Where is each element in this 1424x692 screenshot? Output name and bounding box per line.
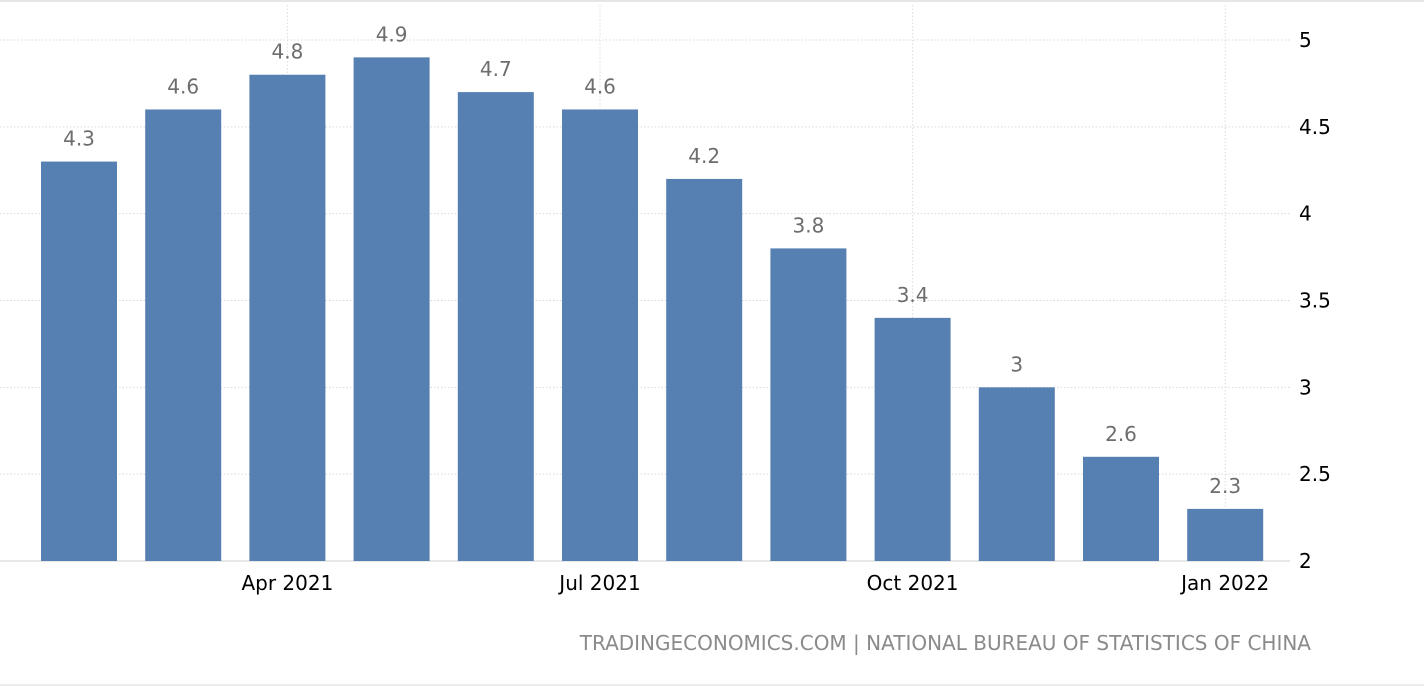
y-tick-label: 5 (1299, 28, 1312, 52)
y-tick-label: 4 (1299, 202, 1312, 226)
bar-value-label: 4.7 (480, 57, 512, 81)
bar-value-label: 3 (1010, 352, 1023, 376)
bar (666, 178, 743, 561)
x-axis-ticks: Apr 2021 Jul 2021 Oct 2021 Jan 2022 (241, 571, 1269, 595)
bar (145, 109, 222, 561)
y-tick-label: 2.5 (1299, 462, 1331, 486)
bar-value-labels: 4.3 4.6 4.8 4.9 4.7 4.6 4.2 3.8 3.4 3 2.6 2.3 (63, 22, 1241, 498)
bar (353, 57, 430, 561)
y-axis-ticks: 2 2.5 3 3.5 4 4.5 5 (1299, 28, 1331, 573)
bar-value-label: 4.2 (688, 144, 720, 168)
bar (1083, 456, 1159, 561)
x-tick-label: Apr 2021 (241, 571, 333, 595)
bottom-border (0, 684, 1424, 686)
bar-value-label: 2.6 (1105, 422, 1137, 446)
bar (874, 317, 951, 561)
bars (41, 57, 1264, 562)
x-tick-label: Oct 2021 (867, 571, 959, 595)
y-tick-label: 3 (1299, 375, 1312, 399)
bar-value-label: 2.3 (1209, 474, 1241, 498)
y-tick-label: 2 (1299, 549, 1312, 573)
x-tick-label: Jan 2022 (1179, 571, 1269, 595)
bar-value-label: 3.4 (897, 283, 929, 307)
bar-value-label: 4.6 (584, 74, 616, 98)
top-border (0, 0, 1424, 2)
bar (562, 109, 638, 561)
source-attribution: TRADINGECONOMICS.COM | NATIONAL BUREAU O… (579, 631, 1311, 655)
bar-value-label: 4.8 (271, 40, 303, 64)
bar (978, 387, 1055, 561)
bar (770, 248, 847, 561)
y-tick-label: 4.5 (1299, 115, 1331, 139)
bar (457, 92, 534, 561)
y-tick-label: 3.5 (1299, 289, 1331, 313)
bar (1187, 508, 1264, 561)
bar-value-label: 4.6 (167, 74, 199, 98)
bar (249, 74, 326, 561)
bar-value-label: 4.9 (376, 22, 408, 46)
bar-value-label: 4.3 (63, 127, 95, 151)
x-tick-label: Jul 2021 (557, 571, 640, 595)
bar (41, 161, 117, 562)
bar-value-label: 3.8 (792, 213, 824, 237)
